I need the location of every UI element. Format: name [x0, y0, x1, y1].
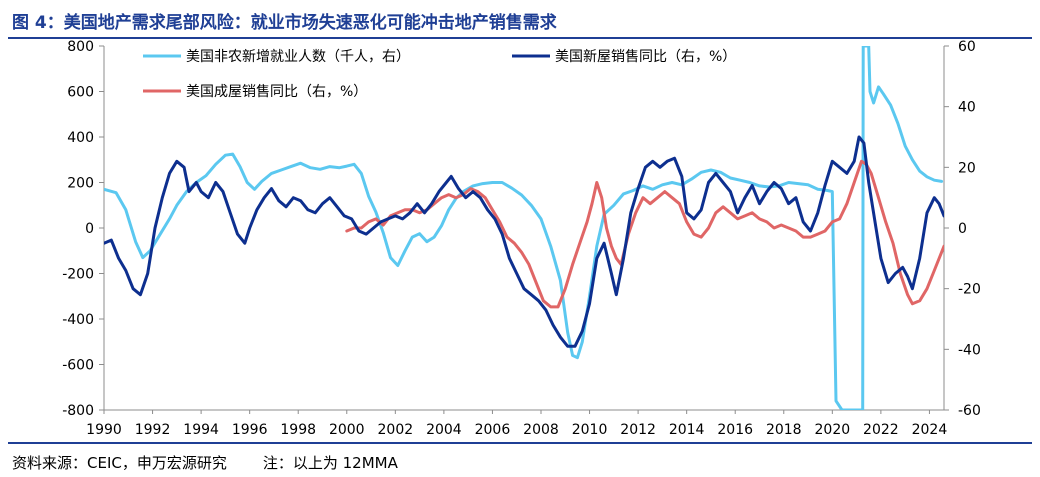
title-divider: [8, 37, 1032, 39]
x-tick-label: 1990: [86, 422, 122, 438]
left-tick-label: -200: [62, 267, 94, 283]
x-tick-label: 1996: [232, 422, 268, 438]
left-tick-label: -800: [62, 403, 94, 419]
chart-lines: [104, 46, 944, 410]
right-tick-label: 20: [958, 160, 976, 176]
page-title: 图 4：美国地产需求尾部风险：就业市场失速恶化可能冲击地产销售需求: [12, 13, 557, 33]
right-tick-label: -60: [958, 403, 981, 419]
x-tick-label: 2000: [329, 422, 365, 438]
x-tick-label: 2018: [766, 422, 802, 438]
right-tick-label: 0: [958, 221, 967, 237]
series-line-2: [104, 135, 944, 348]
note-text: 注：以上为 12MMA: [262, 454, 398, 472]
x-tick-label: 2010: [572, 422, 608, 438]
x-tick-label: 1998: [280, 422, 316, 438]
x-tick-label: 2024: [912, 422, 948, 438]
series-line-1: [104, 46, 944, 410]
right-tick-label: -20: [958, 282, 981, 298]
x-tick-label: 2020: [815, 422, 851, 438]
x-tick-label: 2008: [523, 422, 559, 438]
x-tick-label: 2006: [475, 422, 511, 438]
right-tick-label: -40: [958, 342, 981, 358]
series-line-3: [345, 159, 944, 309]
x-tick-label: 2016: [717, 422, 753, 438]
source-text: 资料来源：CEIC，申万宏源研究: [12, 454, 227, 472]
x-tick-label: 2012: [620, 422, 656, 438]
chart-legend: 美国非农新增就业人数（千人，右） 美国新屋销售同比（右，%） 美国成屋销售同比（右，…: [143, 49, 736, 100]
right-tick-label: 40: [958, 100, 976, 116]
x-tick-label: 1992: [135, 422, 171, 438]
left-tick-label: 0: [85, 221, 94, 237]
footer-divider: [8, 442, 1032, 444]
source-footer: 资料来源：CEIC，申万宏源研究 注：以上为 12MMA: [12, 452, 398, 473]
x-tick-label: 2002: [378, 422, 414, 438]
x-tick-label: 2014: [669, 422, 705, 438]
left-tick-label: -600: [62, 358, 94, 374]
left-tick-label: 600: [67, 85, 94, 101]
legend-label-3: 美国成屋销售同比（右，%）: [186, 84, 367, 100]
legend-label-1: 美国非农新增就业人数（千人，右）: [186, 49, 410, 65]
chart-axes: -800-600-400-2000200400600800-60-40-2002…: [62, 39, 981, 438]
left-tick-label: 400: [67, 130, 94, 146]
x-tick-label: 2004: [426, 422, 462, 438]
left-tick-label: 200: [67, 176, 94, 192]
left-tick-label: -400: [62, 312, 94, 328]
legend-label-2: 美国新屋销售同比（右，%）: [555, 49, 736, 65]
x-tick-label: 1994: [183, 422, 219, 438]
left-tick-label: 800: [67, 39, 94, 55]
right-tick-label: 60: [958, 39, 976, 55]
x-tick-label: 2022: [863, 422, 899, 438]
